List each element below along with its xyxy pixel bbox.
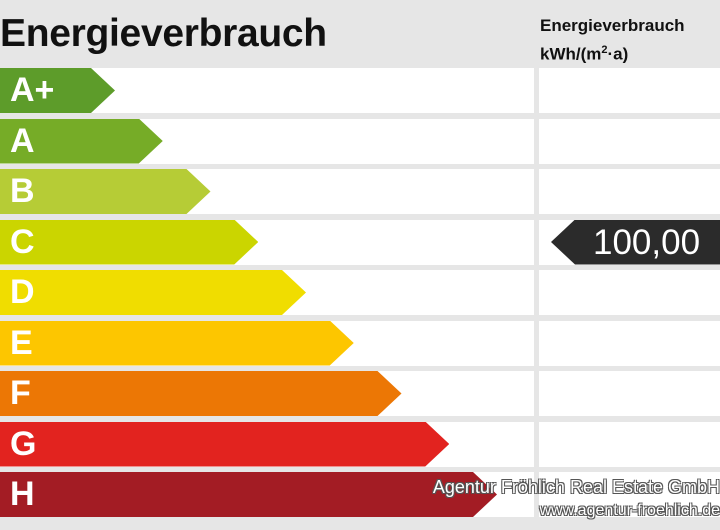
value-cell	[539, 421, 720, 467]
energy-class-row: B	[0, 169, 720, 214]
energy-class-label: E	[10, 323, 33, 362]
value-cell	[539, 270, 720, 315]
energy-class-label: G	[10, 424, 37, 463]
energy-class-row: A+	[0, 68, 720, 113]
watermark-url: www.agentur-froehlich.de	[539, 502, 720, 519]
energy-class-row: D	[0, 270, 720, 315]
energy-class-arrow: F	[0, 371, 402, 416]
energy-class-label: D	[10, 273, 35, 311]
energy-class-label: A+	[10, 71, 55, 109]
energy-class-arrow: D	[0, 270, 306, 315]
energy-class-label: C	[10, 222, 35, 261]
energy-class-arrow: E	[0, 321, 354, 366]
value-cell	[539, 118, 720, 164]
value-cell	[539, 472, 720, 517]
energy-class-arrow: H	[0, 472, 497, 517]
energy-class-arrow: C	[0, 220, 258, 265]
energy-class-arrow: A	[0, 119, 163, 164]
energy-class-row: H	[0, 472, 720, 517]
energy-class-label: F	[10, 374, 31, 412]
value-cell	[539, 320, 720, 366]
page-title: Energieverbrauch	[0, 12, 327, 55]
watermark-company: Agentur Fröhlich Real Estate GmbH	[432, 477, 720, 497]
unit-exponent: 2	[601, 44, 608, 56]
value-cell	[539, 169, 720, 214]
energy-class-row: E	[0, 320, 720, 366]
energy-class-label: A	[10, 121, 35, 160]
column-header-title: Energieverbrauch	[540, 16, 685, 35]
energy-class-row: F	[0, 371, 720, 416]
value-cell	[539, 68, 720, 113]
energy-class-arrow: B	[0, 169, 211, 214]
marker-value: 100,00	[593, 222, 701, 262]
energy-class-label: B	[10, 172, 35, 210]
unit-suffix: ·a)	[607, 44, 629, 64]
energy-class-label: H	[10, 475, 35, 513]
value-marker-arrow	[551, 219, 720, 265]
unit-prefix: kWh/(m	[540, 44, 602, 64]
energy-class-arrow: A+	[0, 68, 115, 113]
column-header: Energieverbrauch kWh/(m2·a)	[540, 13, 685, 67]
energy-class-arrow: G	[0, 422, 449, 467]
energy-class-row: A	[0, 118, 720, 164]
value-cell	[539, 371, 720, 416]
energy-class-row: G	[0, 421, 720, 467]
column-header-unit: kWh/(m2·a)	[540, 38, 685, 67]
